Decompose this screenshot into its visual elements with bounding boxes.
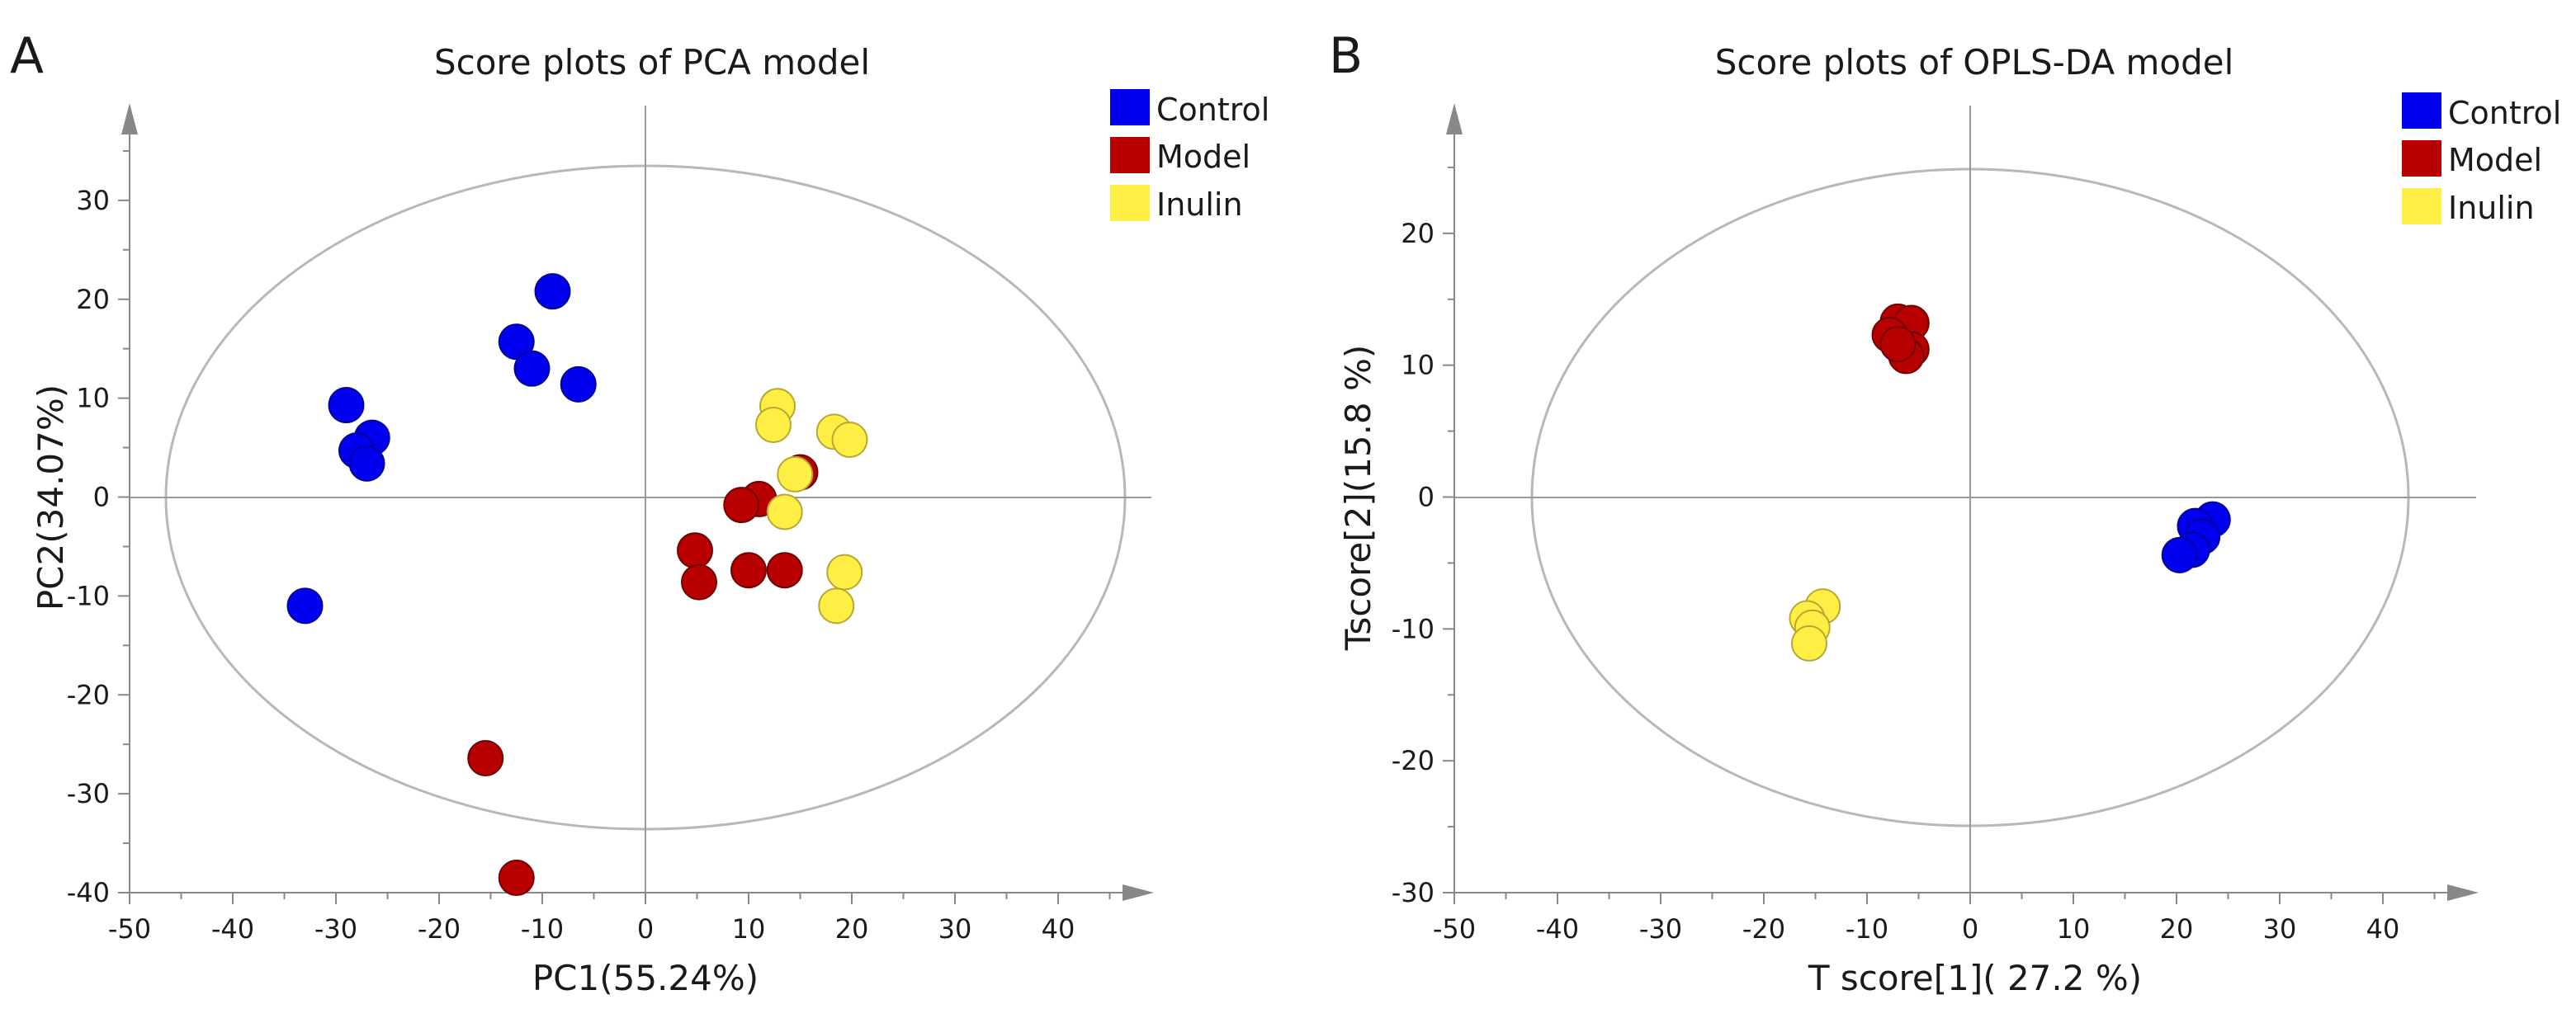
legend-label-inulin-b: Inulin xyxy=(2448,190,2535,226)
legend-label-inulin-a: Inulin xyxy=(1156,186,1243,223)
x-tick-label-b: 20 xyxy=(2160,913,2194,945)
data-point-model xyxy=(467,739,504,776)
data-point-model xyxy=(723,487,760,524)
x-tick-label-b: -30 xyxy=(1639,913,1682,945)
data-point-model xyxy=(730,552,767,589)
y-ticks-b: -30 -20 -10 0 10 20 xyxy=(1392,166,1454,908)
x-tick-label-b: 0 xyxy=(1962,913,1978,945)
panel-b: B Score plots of OPLS-DA model -50 -40 -30… xyxy=(1329,27,2561,998)
x-tick-label-b: -40 xyxy=(1536,913,1579,945)
x-axis-label-b: T score[1]( 27.2 %) xyxy=(1808,958,2142,998)
y-tick-label-a: 30 xyxy=(76,185,110,216)
y-tick-label-b: 20 xyxy=(1401,218,1435,249)
data-point-inulin xyxy=(1791,625,1827,662)
x-axis-label-a: PC1(55.24%) xyxy=(532,958,759,998)
data-point-control xyxy=(286,587,324,625)
x-axis-arrow-a xyxy=(1123,884,1154,901)
y-ticks-a: -40 -30 -20 -10 0 10 20 30 xyxy=(67,149,130,908)
x-ticks-a: -50 -40 -30 -20 -10 0 10 20 30 40 xyxy=(108,893,1111,945)
y-tick-label-b: 0 xyxy=(1418,482,1435,513)
x-tick-label-a: -20 xyxy=(418,913,461,945)
legend-swatch-model-b xyxy=(2402,140,2441,177)
panel-a: A Score plots of PCA model -50 -40 -30 -20-… xyxy=(10,27,1269,998)
x-tick-label-b: 40 xyxy=(2366,913,2400,945)
data-point-control xyxy=(2161,536,2198,573)
y-tick-label-a: 10 xyxy=(76,383,110,414)
data-point-inulin xyxy=(831,421,868,458)
x-tick-label-b: 10 xyxy=(2057,913,2091,945)
x-axis-arrow-b xyxy=(2447,884,2479,901)
y-tick-label-b: -30 xyxy=(1392,877,1435,908)
data-point-control xyxy=(534,273,571,310)
y-tick-label-a: 20 xyxy=(76,284,110,315)
x-tick-label-b: -50 xyxy=(1433,913,1476,945)
y-axis-arrow-b xyxy=(1446,103,1463,134)
legend-label-control-a: Control xyxy=(1156,92,1269,128)
data-point-inulin xyxy=(766,493,803,530)
legend-label-model-a: Model xyxy=(1156,139,1250,175)
data-point-control xyxy=(513,350,551,387)
y-tick-label-a: 0 xyxy=(93,482,110,513)
x-tick-label-a: 20 xyxy=(835,913,869,945)
x-tick-label-b: -20 xyxy=(1742,913,1785,945)
legend-label-model-b: Model xyxy=(2448,142,2542,178)
data-point-model xyxy=(1879,326,1917,363)
y-tick-label-b: -10 xyxy=(1392,613,1435,644)
panel-label-b: B xyxy=(1329,27,1363,85)
x-tick-label-a: -10 xyxy=(521,913,564,945)
points-b xyxy=(1789,303,2231,662)
data-point-inulin xyxy=(818,587,855,625)
y-tick-label-a: -40 xyxy=(67,877,110,908)
x-tick-label-a: 10 xyxy=(732,913,766,945)
y-tick-label-a: -10 xyxy=(67,580,110,611)
x-ticks-b: -50 -40 -30 -20 -10 0 10 20 30 40 xyxy=(1433,893,2436,945)
legend-swatch-inulin-a xyxy=(1110,185,1150,221)
data-point-model xyxy=(498,860,535,897)
panel-label-a: A xyxy=(10,27,44,85)
legend-b: Control Model Inulin xyxy=(2402,92,2561,226)
legend-a: Control Model Inulin xyxy=(1110,89,1269,223)
data-point-model xyxy=(677,532,713,569)
legend-swatch-control-a xyxy=(1110,89,1150,125)
x-tick-label-b: -10 xyxy=(1846,913,1888,945)
data-point-inulin xyxy=(755,406,792,443)
x-tick-label-a: 30 xyxy=(938,913,972,945)
x-tick-label-a: -40 xyxy=(211,913,254,945)
points-a xyxy=(286,273,868,897)
legend-swatch-control-b xyxy=(2402,92,2441,129)
y-tick-label-a: -30 xyxy=(67,778,110,809)
x-tick-label-a: 40 xyxy=(1042,913,1075,945)
y-axis-arrow-a xyxy=(121,103,138,134)
y-tick-label-b: 10 xyxy=(1401,350,1435,381)
y-axis-label-a: PC2(34.07%) xyxy=(31,384,71,610)
data-point-control xyxy=(328,387,365,424)
data-point-inulin xyxy=(777,455,814,493)
chart-title-b: Score plots of OPLS-DA model xyxy=(1715,42,2234,82)
data-point-model xyxy=(766,552,803,589)
y-tick-label-b: -20 xyxy=(1392,745,1435,776)
legend-swatch-model-a xyxy=(1110,137,1150,173)
data-point-control xyxy=(348,445,385,482)
y-tick-label-a: -20 xyxy=(67,679,110,710)
legend-swatch-inulin-b xyxy=(2402,188,2441,224)
data-point-control xyxy=(560,365,597,403)
x-tick-label-b: 30 xyxy=(2263,913,2297,945)
x-tick-label-a: 0 xyxy=(637,913,654,945)
legend-label-control-b: Control xyxy=(2448,95,2561,131)
y-axis-label-b: Tscore[2](15.8 %) xyxy=(1338,345,1378,652)
x-tick-label-a: -30 xyxy=(314,913,357,945)
data-point-inulin xyxy=(826,554,863,591)
data-point-model xyxy=(681,563,717,601)
x-tick-label-a: -50 xyxy=(108,913,151,945)
chart-title-a: Score plots of PCA model xyxy=(434,42,870,82)
